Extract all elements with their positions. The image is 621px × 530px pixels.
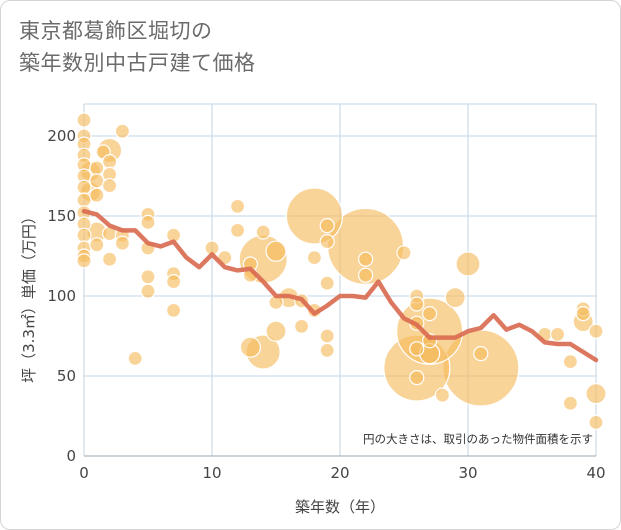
- x-tick-label: 30: [458, 464, 477, 482]
- data-bubble: [255, 224, 271, 240]
- average-price-line: [81, 208, 599, 363]
- data-bubble: [140, 214, 156, 230]
- chart-title: 東京都葛飾区堀切の 築年数別中古戸建て価格: [19, 15, 256, 79]
- data-bubble: [114, 123, 131, 139]
- data-bubble: [562, 395, 579, 411]
- data-bubble: [127, 350, 143, 366]
- data-bubble: [396, 245, 412, 261]
- data-bubble: [265, 240, 287, 262]
- data-bubble: [319, 328, 335, 344]
- data-bubble: [89, 173, 105, 189]
- data-bubble: [166, 274, 182, 290]
- data-bubble: [76, 253, 92, 269]
- data-bubble: [140, 283, 156, 299]
- x-tick-label: 40: [586, 464, 605, 482]
- data-bubble: [319, 234, 335, 250]
- data-bubble: [585, 383, 607, 405]
- x-tick-label: 0: [79, 464, 89, 482]
- data-bubble: [230, 222, 246, 238]
- data-bubble: [76, 179, 92, 195]
- data-bubble: [319, 342, 335, 358]
- data-bubble: [89, 187, 105, 203]
- x-axis-label: 築年数（年）: [295, 498, 385, 516]
- data-bubble: [294, 318, 310, 334]
- y-axis-label: 坪（3.3㎡）単価（万円）: [20, 209, 38, 383]
- data-bubble: [358, 251, 374, 267]
- x-tick-label: 20: [330, 464, 349, 482]
- data-bubble: [76, 227, 92, 243]
- data-bubble: [265, 320, 287, 342]
- x-tick-label: 10: [202, 464, 221, 482]
- data-bubble: [588, 414, 604, 430]
- data-bubble: [101, 178, 118, 194]
- tick-labels: 0 50 100 150 200 0 10 20 30 40: [47, 127, 605, 482]
- data-bubble: [473, 346, 489, 362]
- data-bubble: [575, 306, 591, 322]
- data-bubble: [358, 267, 374, 283]
- y-tick-label: 200: [47, 127, 76, 145]
- size-note: 円の大きさは、取引のあった物件面積を示す: [363, 432, 593, 446]
- data-bubble: [101, 154, 118, 170]
- data-bubble: [166, 302, 182, 318]
- data-bubble: [239, 336, 261, 358]
- y-tick-label: 0: [66, 447, 76, 465]
- y-tick-label: 150: [47, 207, 76, 225]
- trend-line-layer: [81, 208, 599, 363]
- data-bubble: [319, 275, 335, 291]
- data-bubble: [76, 112, 92, 128]
- data-bubble: [319, 218, 335, 234]
- data-bubble: [89, 160, 105, 176]
- data-bubble: [140, 269, 156, 285]
- bubble-layer: [76, 112, 607, 430]
- data-bubble: [562, 354, 579, 370]
- data-bubble: [409, 341, 425, 357]
- data-bubble: [422, 306, 438, 322]
- data-bubble: [101, 251, 118, 267]
- data-bubble: [409, 296, 425, 312]
- data-bubble: [588, 323, 604, 339]
- data-bubble: [455, 251, 481, 277]
- data-bubble: [409, 370, 425, 386]
- data-bubble: [114, 235, 131, 251]
- data-bubble: [285, 187, 343, 245]
- title-line-1: 東京都葛飾区堀切の: [19, 19, 213, 43]
- data-bubble: [444, 287, 466, 309]
- data-bubble: [76, 192, 92, 208]
- data-bubble: [230, 198, 246, 214]
- data-bubble: [434, 387, 450, 403]
- data-bubble: [549, 326, 566, 342]
- y-tick-label: 100: [47, 287, 76, 305]
- data-bubble: [89, 237, 105, 253]
- grid-lines: [83, 103, 597, 457]
- data-bubble: [306, 250, 322, 266]
- title-line-2: 築年数別中古戸建て価格: [19, 51, 256, 75]
- y-tick-label: 50: [57, 367, 76, 385]
